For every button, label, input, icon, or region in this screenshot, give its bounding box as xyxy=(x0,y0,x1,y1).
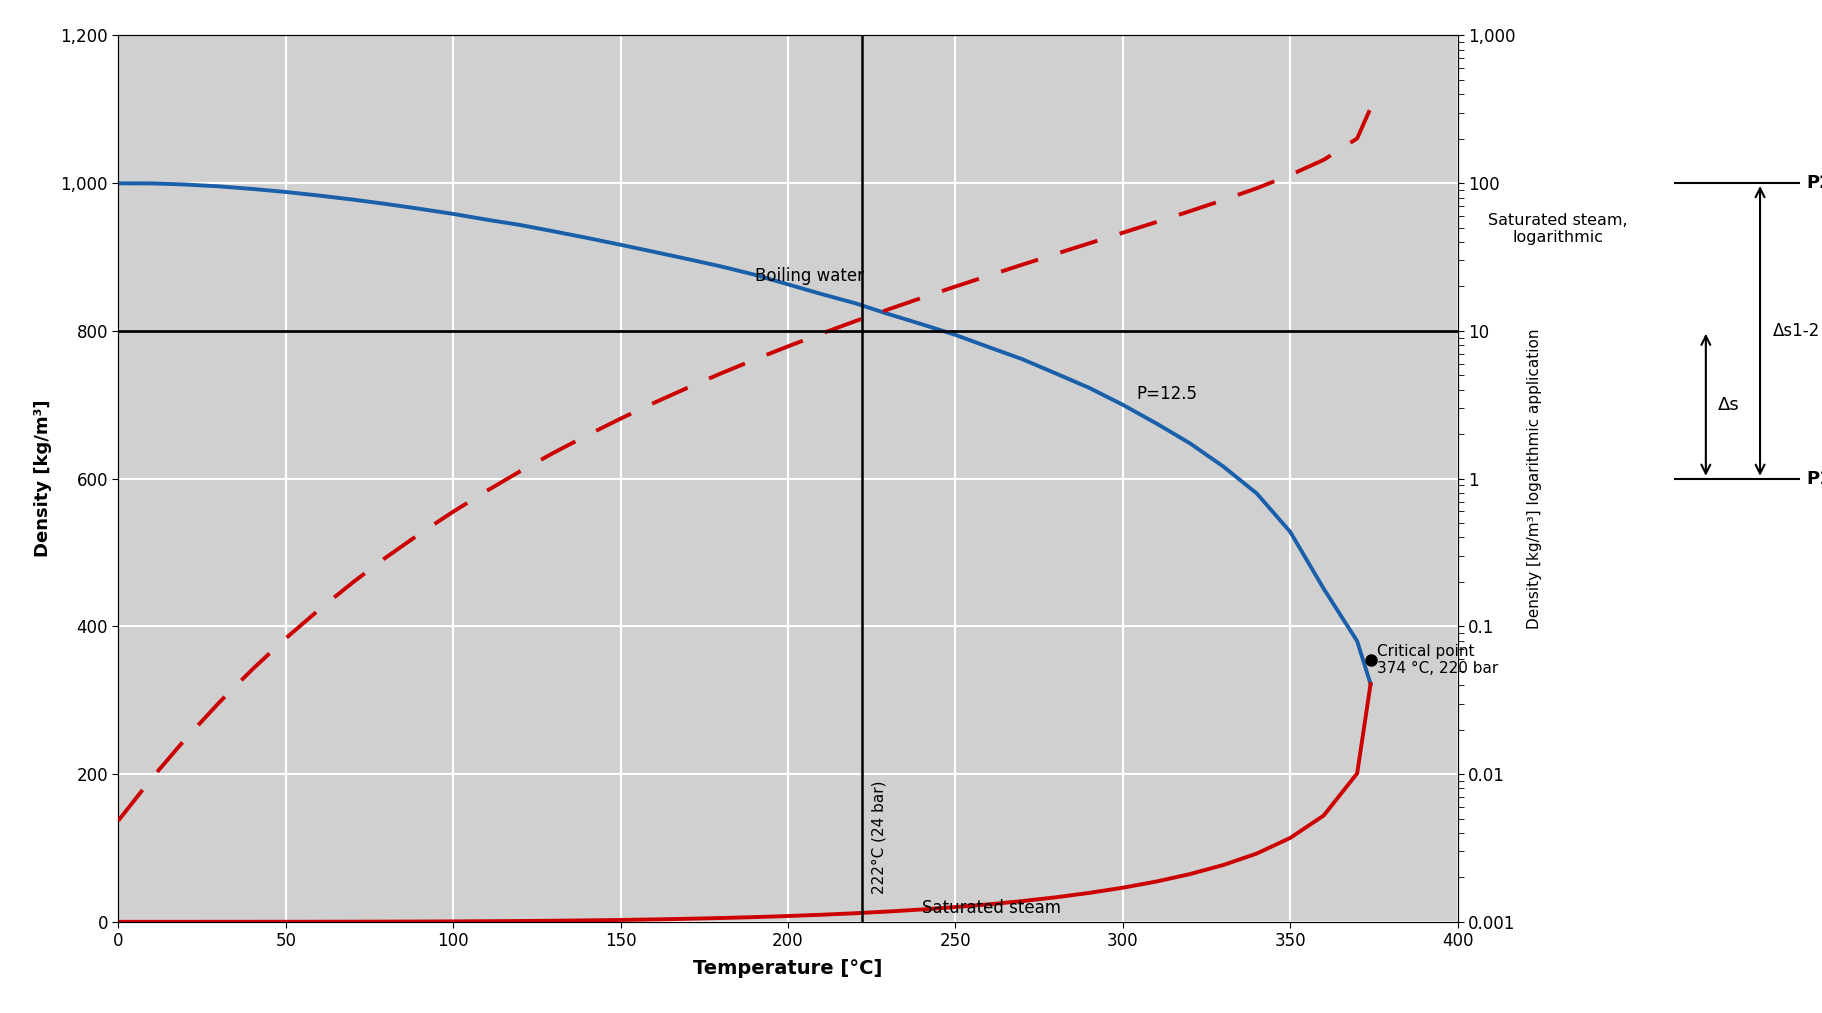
Text: Δs1-2: Δs1-2 xyxy=(1773,322,1820,340)
X-axis label: Temperature [°C]: Temperature [°C] xyxy=(694,958,882,978)
Text: P2: P2 xyxy=(1806,174,1822,192)
Text: Saturated steam: Saturated steam xyxy=(922,899,1060,917)
Text: P1: P1 xyxy=(1806,470,1822,487)
Text: Δs: Δs xyxy=(1718,396,1740,413)
Text: P=12.5: P=12.5 xyxy=(1137,385,1197,403)
Y-axis label: Density [kg/m³] logarithmic application: Density [kg/m³] logarithmic application xyxy=(1527,328,1541,629)
Y-axis label: Density [kg/m³]: Density [kg/m³] xyxy=(35,400,53,557)
Text: 222°C (24 bar): 222°C (24 bar) xyxy=(871,780,887,893)
Text: Saturated steam,
logarithmic: Saturated steam, logarithmic xyxy=(1489,213,1627,245)
Text: Critical point
374 °C, 220 bar: Critical point 374 °C, 220 bar xyxy=(1377,644,1498,677)
Text: Boiling water: Boiling water xyxy=(754,266,864,285)
